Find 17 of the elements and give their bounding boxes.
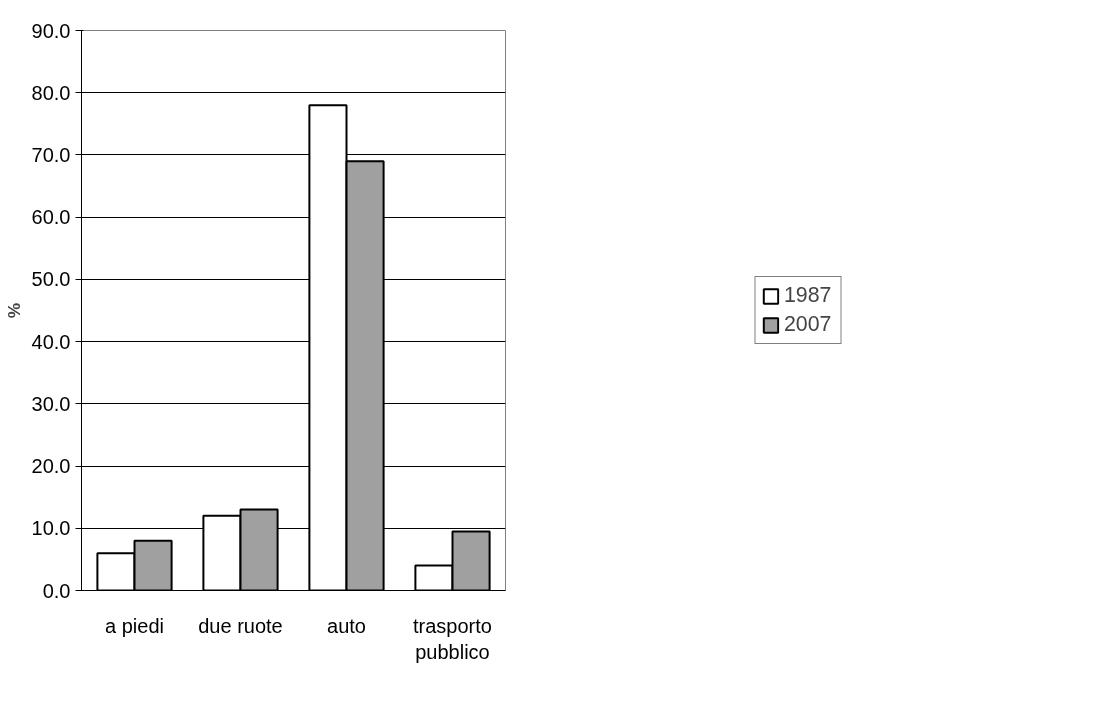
legend-label: 1987 <box>784 283 833 308</box>
y-tick-label: 10.0 <box>31 517 71 540</box>
legend-label: 2007 <box>784 312 833 337</box>
y-tick-label: 70.0 <box>31 143 71 166</box>
y-tick-label: 60.0 <box>31 206 71 229</box>
x-tick-label: a piedi <box>105 614 164 637</box>
y-tick-label: 90.0 <box>31 19 71 42</box>
y-tick-label: 20.0 <box>31 455 71 478</box>
x-tick-label: auto <box>327 614 366 637</box>
x-tick-label: due ruote <box>198 614 283 637</box>
y-tick-label: 50.0 <box>31 268 71 291</box>
y-tick-label: 80.0 <box>31 81 71 104</box>
x-tick-label: trasporto pubblico <box>413 614 492 663</box>
y-tick-label: 0.0 <box>42 579 71 602</box>
y-axis-title: % <box>3 302 24 319</box>
y-tick-label: 40.0 <box>31 330 71 353</box>
y-tick-label: 30.0 <box>31 392 71 415</box>
